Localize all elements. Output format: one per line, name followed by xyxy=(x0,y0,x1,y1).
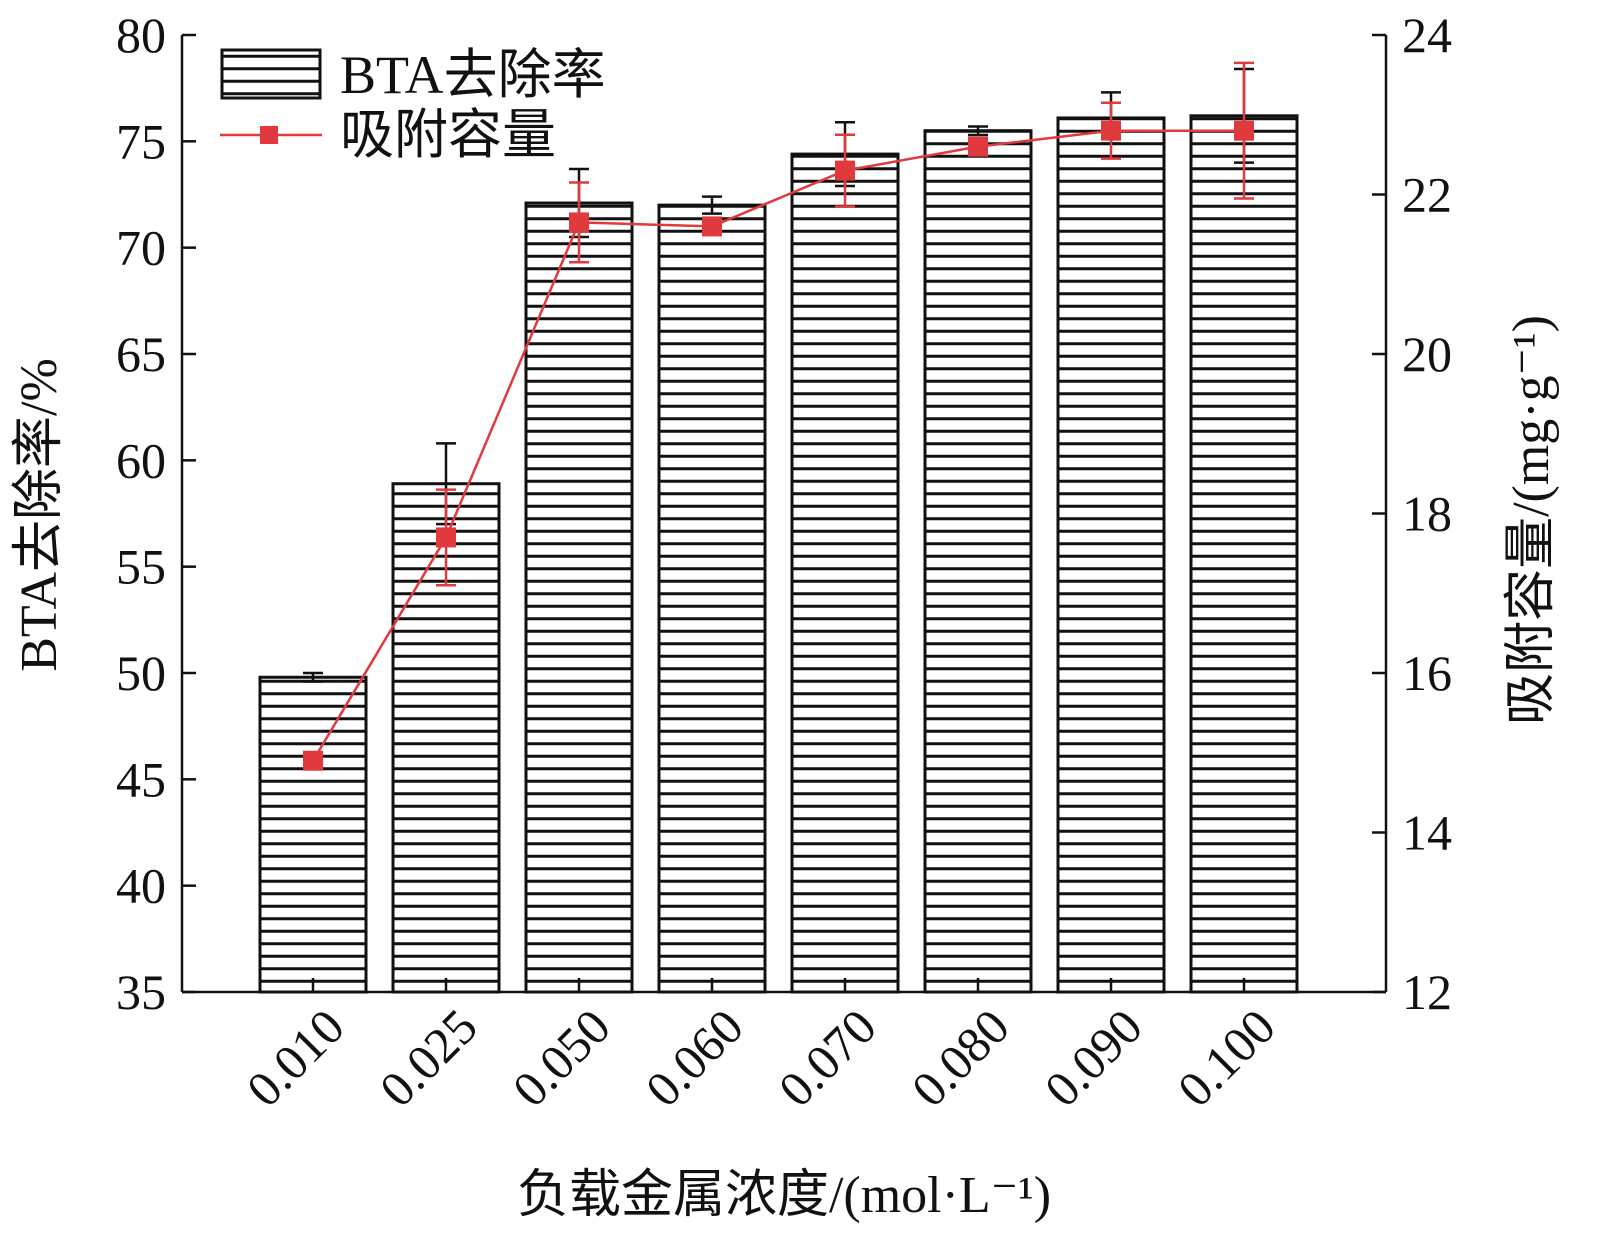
legend-line-marker xyxy=(260,126,278,144)
legend-bar-label: BTA去除率 xyxy=(340,45,606,105)
legend-item-bar: BTA去除率 xyxy=(220,45,606,105)
legend-line-label: 吸附容量 xyxy=(340,105,556,165)
left-tick-label: 50 xyxy=(116,645,166,701)
legend-item-line: 吸附容量 xyxy=(220,105,556,165)
bars-group xyxy=(258,114,1299,994)
bar-0.100 xyxy=(1189,114,1299,994)
line-marker-0.010 xyxy=(303,750,323,771)
left-tick-label: 80 xyxy=(116,7,166,63)
x-axis-title: 负载金属浓度/(mol·L⁻¹) xyxy=(517,1167,1051,1224)
legend-bar-swatch xyxy=(220,48,322,100)
right-tick-label: 12 xyxy=(1402,964,1452,1020)
right-tick-label: 16 xyxy=(1402,645,1452,701)
right-tick-label: 20 xyxy=(1402,326,1452,382)
left-tick-label: 60 xyxy=(116,432,166,488)
line-marker-0.080 xyxy=(968,136,988,157)
bar-0.070 xyxy=(790,152,900,994)
bar-0.050 xyxy=(524,201,634,994)
bar-0.080 xyxy=(923,129,1033,994)
x-tick-label: 0.050 xyxy=(502,998,621,1117)
bar-error-0.060 xyxy=(702,195,722,215)
line-marker-0.060 xyxy=(702,216,722,237)
x-tick-label: 0.080 xyxy=(901,998,1020,1117)
line-series-group xyxy=(303,61,1254,771)
bar-0.090 xyxy=(1056,116,1166,994)
right-y-ticks: 12 14 16 18 20 22 24 xyxy=(1372,7,1452,1020)
bar-0.060 xyxy=(657,203,767,994)
left-y-ticks: 35 40 45 50 55 60 65 70 75 80 xyxy=(116,7,196,1020)
x-tick-label: 0.090 xyxy=(1034,998,1153,1117)
x-tick-label: 0.100 xyxy=(1167,998,1286,1117)
x-ticks: 0.010 0.025 0.050 0.060 0.070 0.080 0.090 0.100 xyxy=(236,978,1286,1117)
bar-error-0.080 xyxy=(968,125,988,137)
line-marker-0.050 xyxy=(569,212,589,233)
left-tick-label: 65 xyxy=(116,326,166,382)
left-y-axis-title: BTA去除率/% xyxy=(11,358,68,672)
line-series-path xyxy=(311,129,1244,762)
bar-0.010 xyxy=(258,675,368,994)
x-tick-label: 0.070 xyxy=(768,998,887,1117)
left-tick-label: 70 xyxy=(116,220,166,276)
left-tick-label: 45 xyxy=(116,751,166,807)
x-tick-label: 0.060 xyxy=(635,998,754,1117)
line-marker-0.025 xyxy=(436,527,456,548)
x-tick-label: 0.025 xyxy=(369,998,488,1117)
right-tick-label: 18 xyxy=(1402,486,1452,542)
legend: BTA去除率 吸附容量 xyxy=(220,45,606,165)
right-tick-label: 14 xyxy=(1402,805,1452,861)
bar-error-0.010 xyxy=(303,671,323,683)
line-marker-0.100 xyxy=(1234,120,1254,141)
line-marker-0.070 xyxy=(835,160,855,181)
left-tick-label: 75 xyxy=(116,113,166,169)
left-tick-label: 40 xyxy=(116,858,166,914)
right-y-axis-title: 吸附容量/(mg·g⁻¹) xyxy=(1503,315,1560,725)
x-tick-label: 0.010 xyxy=(236,998,355,1117)
line-marker-0.090 xyxy=(1101,120,1121,141)
left-tick-label: 55 xyxy=(116,539,166,595)
left-tick-label: 35 xyxy=(116,964,166,1020)
right-tick-label: 24 xyxy=(1402,7,1452,63)
right-tick-label: 22 xyxy=(1402,167,1452,223)
